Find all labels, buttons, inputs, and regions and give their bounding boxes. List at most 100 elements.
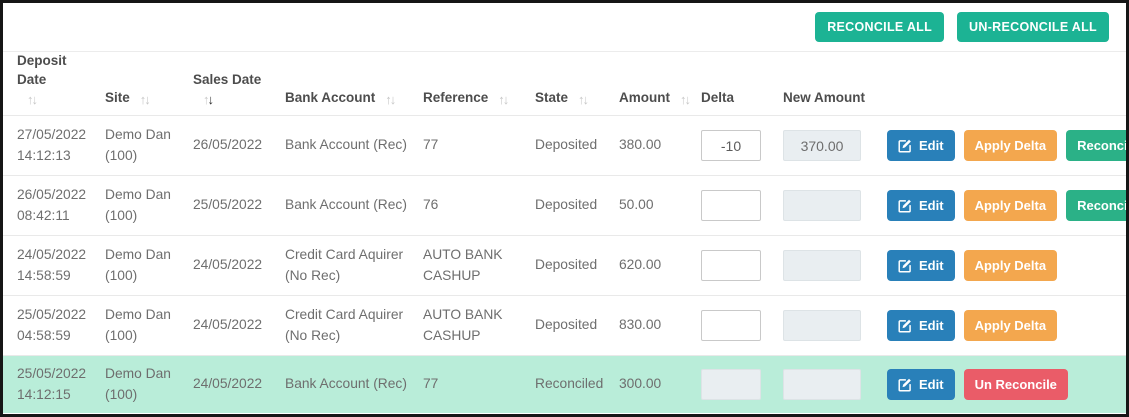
deposit-date-cell: 25/05/2022 14:12:15 [17,365,87,402]
column-label: Amount [619,90,670,106]
delta-cell [701,310,783,341]
reference-cell: 77 [423,376,439,392]
sort-arrows-icon[interactable]: ↑↓ [498,91,509,107]
bank-account-cell: Bank Account (Rec) [285,137,407,153]
table-row: 24/05/2022 14:58:59 Demo Dan (100) 24/05… [3,235,1126,295]
state-cell: Reconciled [535,376,604,392]
edit-button[interactable]: Edit [887,130,955,161]
table-header: Deposit Date ↑↓ Site ↑↓ Sales Date ↑↓ Ba… [3,52,1126,115]
amount-cell: 380.00 [619,137,662,153]
edit-button-label: Edit [919,258,944,273]
sort-arrows-icon[interactable]: ↑↓ [578,91,589,107]
edit-button[interactable]: Edit [887,369,955,400]
apply-delta-button[interactable]: Apply Delta [963,250,1058,281]
edit-button-label: Edit [919,198,944,213]
actions-cell: Edit Apply Delta [879,310,1116,341]
table-row: 25/05/2022 04:58:59 Demo Dan (100) 24/05… [3,295,1126,355]
deposit-date-cell: 27/05/2022 14:12:13 [17,126,87,163]
bank-account-cell: Credit Card Aquirer (No Rec) [285,246,404,283]
un-reconcile-button[interactable]: Un Reconcile [963,369,1068,400]
amount-cell: 830.00 [619,317,662,333]
sort-arrows-icon[interactable]: ↑↓ [139,91,151,107]
amount-cell: 300.00 [619,376,662,392]
state-cell: Deposited [535,317,598,333]
bank-account-cell: Bank Account (Rec) [285,197,407,213]
sales-date-cell: 24/05/2022 [193,376,263,392]
table-row: 27/05/2022 14:12:13 Demo Dan (100) 26/05… [3,115,1126,175]
deposit-date-cell: 24/05/2022 14:58:59 [17,246,87,283]
delta-cell [701,369,783,400]
toolbar: RECONCILE ALL UN-RECONCILE ALL [3,3,1126,52]
column-header-site[interactable]: Site ↑↓ [105,89,193,123]
sort-arrows-icon[interactable]: ↑↓ [385,91,396,107]
site-cell: Demo Dan (100) [105,246,171,283]
delta-cell [701,190,783,221]
site-cell: Demo Dan (100) [105,365,171,402]
delta-input [701,369,761,400]
sales-date-cell: 25/05/2022 [193,197,263,213]
bank-account-cell: Bank Account (Rec) [285,376,407,392]
reference-cell: 77 [423,137,439,153]
new-amount-input [783,250,861,281]
new-amount-cell [783,310,879,341]
column-label: Sales Date [193,71,262,87]
column-header-bank-account[interactable]: Bank Account ↑↓ [285,89,423,123]
column-label: Bank Account [285,90,376,106]
column-label: Deposit Date [17,53,67,87]
new-amount-cell [783,250,879,281]
pencil-square-icon [898,259,912,273]
delta-input[interactable] [701,250,761,281]
new-amount-cell [783,130,879,161]
reconcile-all-button[interactable]: RECONCILE ALL [815,12,945,42]
edit-button[interactable]: Edit [887,250,955,281]
column-label: Delta [701,90,735,106]
delta-input[interactable] [701,190,761,221]
pencil-square-icon [898,378,912,392]
apply-delta-button[interactable]: Apply Delta [963,310,1058,341]
column-header-state[interactable]: State ↑↓ [535,89,619,123]
sort-arrows-icon[interactable]: ↑↓ [203,91,214,107]
column-header-new-amount: New Amount [783,89,879,123]
column-header-amount[interactable]: Amount ↑↓ [619,89,701,123]
amount-cell: 50.00 [619,197,654,213]
sales-date-cell: 24/05/2022 [193,257,263,273]
edit-button[interactable]: Edit [887,310,955,341]
apply-delta-button[interactable]: Apply Delta [963,190,1058,221]
sort-arrows-icon[interactable]: ↑↓ [680,91,691,107]
site-cell: Demo Dan (100) [105,186,171,223]
table-row: 26/05/2022 08:42:11 Demo Dan (100) 25/05… [3,175,1126,235]
column-header-deposit-date[interactable]: Deposit Date ↑↓ [17,52,105,123]
site-cell: Demo Dan (100) [105,306,171,343]
delta-input[interactable] [701,130,761,161]
new-amount-cell [783,369,879,400]
edit-button-label: Edit [919,138,944,153]
column-label: Reference [423,90,489,106]
reference-cell: AUTO BANK CASHUP [423,246,503,283]
new-amount-input [783,130,861,161]
edit-button-label: Edit [919,318,944,333]
delta-cell [701,250,783,281]
pencil-square-icon [898,139,912,153]
edit-button-label: Edit [919,377,944,392]
delta-input[interactable] [701,310,761,341]
un-reconcile-all-button[interactable]: UN-RECONCILE ALL [957,12,1109,42]
sales-date-cell: 26/05/2022 [193,137,263,153]
column-label: New Amount [783,90,865,106]
table-row-reconciled: 25/05/2022 14:12:15 Demo Dan (100) 24/05… [3,355,1126,413]
deposit-date-cell: 26/05/2022 08:42:11 [17,186,87,223]
reference-cell: 76 [423,197,439,213]
reference-cell: AUTO BANK CASHUP [423,306,503,343]
actions-cell: Edit Apply Delta Reconcile [879,130,1126,161]
state-cell: Deposited [535,197,598,213]
reconcile-button[interactable]: Reconcile [1066,190,1126,221]
column-header-sales-date[interactable]: Sales Date ↑↓ [193,71,285,123]
actions-cell: Edit Un Reconcile [879,369,1116,400]
sort-arrows-icon[interactable]: ↑↓ [27,91,38,107]
column-header-actions [879,108,1116,123]
state-cell: Deposited [535,257,598,273]
reconcile-button[interactable]: Reconcile [1066,130,1126,161]
apply-delta-button[interactable]: Apply Delta [963,130,1058,161]
edit-button[interactable]: Edit [887,190,955,221]
column-header-reference[interactable]: Reference ↑↓ [423,89,535,123]
